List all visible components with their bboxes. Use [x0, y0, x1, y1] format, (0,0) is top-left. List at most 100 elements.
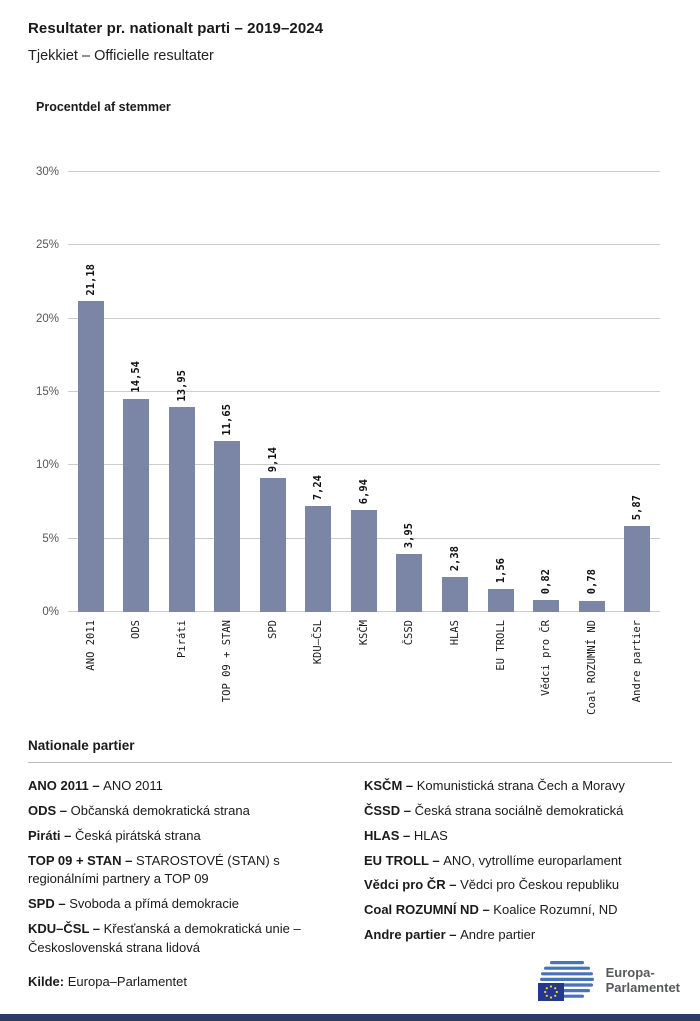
bar-column: 11,65	[205, 172, 251, 612]
logo-line2: Parlamentet	[605, 980, 680, 995]
x-axis-tick-label: Vědci pro ČR	[540, 620, 553, 696]
x-axis-label-cell: Coal ROZUMNÍ ND	[569, 612, 615, 720]
legend-item-name: Česká strana sociálně demokratická	[414, 802, 624, 818]
legend-item: Andre partier – Andre partier	[364, 926, 672, 945]
bar	[214, 441, 241, 612]
gridline	[68, 244, 660, 246]
legend-item-abbr: ČSSD –	[364, 802, 415, 818]
legend-item-abbr: Andre partier –	[364, 927, 461, 943]
legend-item: EU TROLL – ANO, vytrollíme europarlament	[364, 852, 672, 871]
x-axis-tick-label: Andre partier	[631, 620, 644, 703]
legend-item-name: HLAS	[413, 827, 448, 843]
x-axis-tick-label: EU TROLL	[494, 620, 507, 671]
legend-item-name: ANO, vytrollíme europarlament	[443, 852, 622, 868]
bar	[487, 589, 514, 612]
x-axis-tick-label: KDU–ČSL	[312, 620, 325, 665]
y-axis-tick-label: 0%	[42, 606, 59, 618]
legend-item: ČSSD – Česká strana sociálně demokratick…	[364, 802, 672, 821]
x-axis-tick-label: TOP 09 + STAN	[221, 620, 234, 703]
legend-item: HLAS – HLAS	[364, 827, 672, 846]
legend-item-abbr: KDU–ČSL –	[28, 921, 104, 937]
legend-item: Coal ROZUMNÍ ND – Koalice Rozumní, ND	[364, 901, 672, 920]
y-axis-tick-label: 5%	[42, 532, 59, 545]
bar	[305, 505, 332, 612]
y-axis-tick-label: 10%	[35, 459, 59, 472]
legend-heading: Nationale partier	[28, 738, 135, 753]
bar-value-label: 11,65	[221, 403, 234, 436]
gridline	[68, 171, 660, 172]
chart-title: Procentdel af stemmer	[36, 100, 171, 114]
bar-column: 1,56	[478, 172, 524, 612]
legend-item: ODS – Občanská demokratická strana	[28, 802, 336, 821]
source-note: Kilde: Europa–Parlamentet	[28, 974, 187, 989]
legend-item-abbr: HLAS –	[364, 827, 414, 843]
bar	[77, 301, 104, 612]
page-subtitle: Tjekkiet – Officielle resultater	[28, 48, 214, 64]
legend-item: SPD – Svoboda a přímá demokracie	[28, 895, 336, 914]
x-axis-label-cell: ANO 2011	[68, 612, 114, 720]
legend-item-abbr: Coal ROZUMNÍ ND –	[364, 902, 494, 918]
legend-item: ANO 2011 – ANO 2011	[28, 777, 336, 796]
bar-value-label: 3,95	[403, 522, 416, 549]
party-legend-section: Nationale partier ANO 2011 – ANO 2011 ODS…	[28, 738, 672, 964]
bar	[123, 398, 150, 612]
legend-item: KDU–ČSL – Křesťanská a demokratická unie…	[28, 920, 336, 958]
legend-item-abbr: SPD –	[28, 896, 70, 912]
legend-item: TOP 09 + STAN – STAROSTOVÉ (STAN) s regi…	[28, 852, 336, 890]
bar-chart: 0% 5% 10% 15% 20% 25% 30% 21,18 14,54 13,95 11,65 9…	[36, 166, 660, 720]
bar-value-label: 9,14	[266, 446, 279, 472]
y-axis-tick-label: 30%	[35, 166, 59, 178]
bar-column: 0,78	[569, 172, 615, 612]
bar-value-label: 21,18	[84, 263, 97, 296]
legend-item-abbr: ODS –	[28, 802, 71, 818]
bar-value-label: 0,82	[540, 568, 553, 594]
x-axis-tick-label: SPD	[266, 620, 279, 639]
x-axis-label-cell: ČSSD	[387, 612, 433, 720]
legend-item-abbr: TOP 09 + STAN –	[28, 852, 137, 868]
bar-column: 14,54	[114, 172, 160, 612]
bar	[396, 554, 423, 612]
bar-value-label: 2,38	[449, 545, 462, 572]
page-footer: Kilde: Europa–Parlamentet	[28, 959, 680, 1003]
bar-value-label: 7,24	[312, 474, 325, 500]
legend-divider	[28, 762, 672, 763]
source-value: Europa–Parlamentet	[67, 973, 187, 989]
bar	[350, 510, 377, 612]
legend-item-name: Česká pirátská strana	[74, 827, 201, 843]
legend-item: Piráti – Česká pirátská strana	[28, 827, 336, 846]
x-axis-labels: ANO 2011 ODS Piráti TOP 09 + STAN SPD KDU–ČSL…	[68, 612, 660, 720]
logo-wordmark: Europa- Parlamentet	[605, 965, 680, 996]
legend-col-left: ANO 2011 – ANO 2011 ODS – Občanská demokr…	[28, 777, 336, 964]
x-axis-tick-label: Piráti	[175, 620, 188, 658]
eu-flag-icon	[537, 983, 564, 1001]
legend-item-name: STAROSTOVÉ (STAN) s regionálními partner…	[28, 852, 280, 887]
gridline	[68, 391, 660, 392]
gridline	[68, 464, 660, 466]
bar-column: 2,38	[432, 172, 478, 612]
x-axis-tick-label: KSČM	[357, 620, 370, 646]
x-axis-label-cell: Andre partier	[614, 612, 660, 720]
legend-item-name: Vědci pro Českou republiku	[460, 877, 620, 893]
x-axis-label-cell: EU TROLL	[478, 612, 524, 720]
legend-item-name: ANO 2011	[103, 778, 163, 793]
bar-column: 7,24	[296, 172, 342, 612]
gridline	[68, 317, 660, 319]
bar	[578, 600, 605, 612]
legend-item-name: Koalice Rozumní, ND	[493, 902, 618, 918]
bar-column: 0,82	[523, 172, 569, 612]
bar-value-label: 1,56	[494, 557, 507, 584]
bar	[259, 477, 286, 612]
x-axis-label-cell: Piráti	[159, 612, 205, 720]
bar-column: 5,87	[614, 172, 660, 612]
legend-item: KSČM – Komunistická strana Čech a Moravy	[364, 777, 672, 796]
bar-chart-plot: 0% 5% 10% 15% 20% 25% 30% 21,18 14,54 13,95 11,65 9…	[36, 166, 660, 618]
bar	[533, 599, 560, 612]
legend-col-right: KSČM – Komunistická strana Čech a Moravy…	[364, 777, 672, 964]
bar	[442, 577, 469, 612]
european-parliament-logo: Europa- Parlamentet	[536, 959, 680, 1003]
x-axis-tick-label: ČSSD	[403, 620, 416, 646]
legend-item-abbr: Vědci pro ČR –	[364, 877, 461, 893]
x-axis-tick-label: ANO 2011	[84, 620, 97, 671]
bar-column: 13,95	[159, 172, 205, 612]
y-axis-tick-label: 15%	[35, 386, 59, 398]
